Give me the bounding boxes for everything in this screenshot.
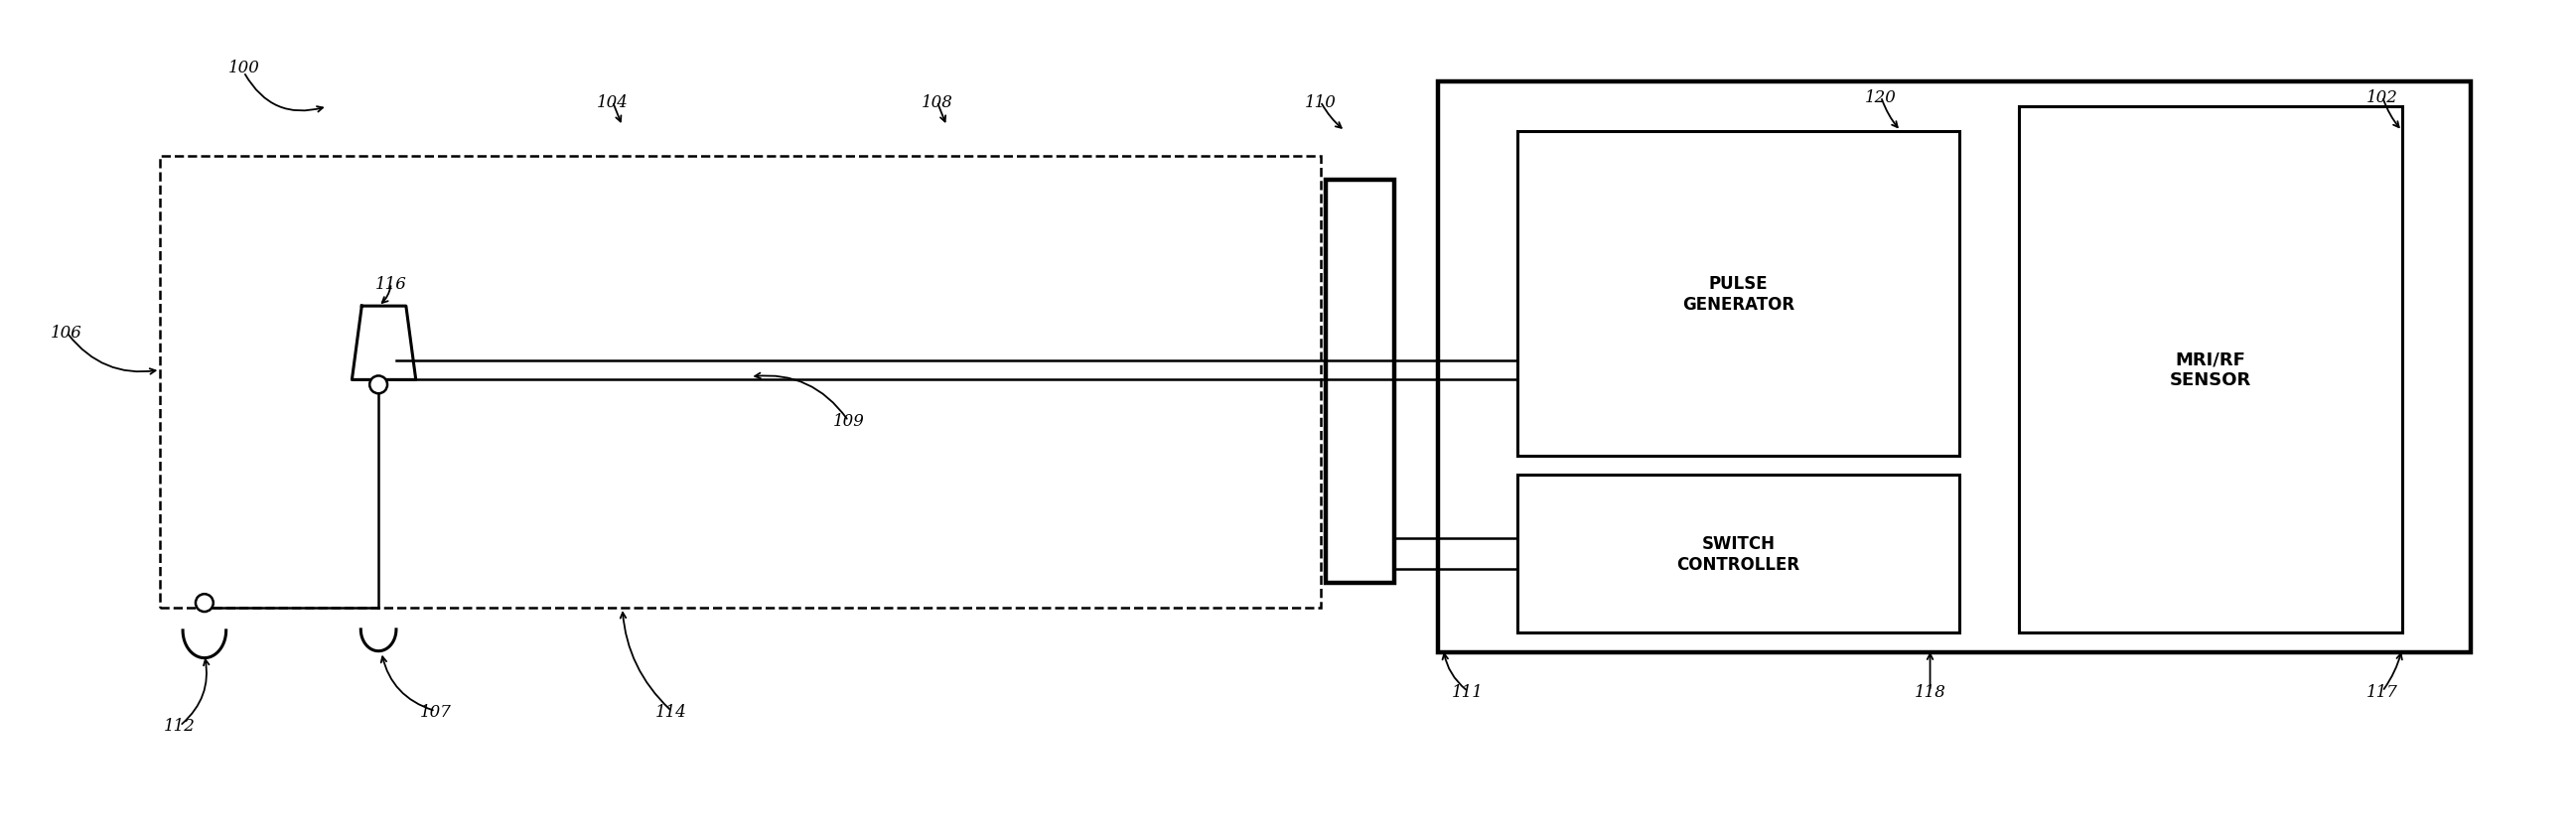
Text: 110: 110 <box>1303 94 1337 111</box>
Bar <box>1517 132 1960 456</box>
Text: 112: 112 <box>165 717 196 734</box>
Bar <box>1517 475 1960 633</box>
Text: 117: 117 <box>2367 683 2398 700</box>
Circle shape <box>368 376 386 394</box>
Text: 111: 111 <box>1453 683 1484 700</box>
Circle shape <box>196 594 214 612</box>
Text: PULSE
GENERATOR: PULSE GENERATOR <box>1682 275 1795 313</box>
Bar <box>160 157 1321 608</box>
Text: 102: 102 <box>2367 89 2398 106</box>
Text: 120: 120 <box>1865 89 1896 106</box>
Text: 114: 114 <box>657 703 688 720</box>
Bar <box>1437 83 2470 652</box>
Text: 107: 107 <box>420 703 451 720</box>
Bar <box>2020 107 2401 633</box>
Text: 104: 104 <box>598 94 629 111</box>
Text: 100: 100 <box>227 60 260 77</box>
Text: 109: 109 <box>832 413 866 430</box>
Text: 118: 118 <box>1914 683 1945 700</box>
Text: 106: 106 <box>52 324 82 342</box>
Text: SWITCH
CONTROLLER: SWITCH CONTROLLER <box>1677 535 1801 573</box>
Bar <box>1327 181 1394 583</box>
Text: MRI/RF
SENSOR: MRI/RF SENSOR <box>2169 350 2251 389</box>
Text: 116: 116 <box>376 276 407 292</box>
Text: 108: 108 <box>922 94 953 111</box>
